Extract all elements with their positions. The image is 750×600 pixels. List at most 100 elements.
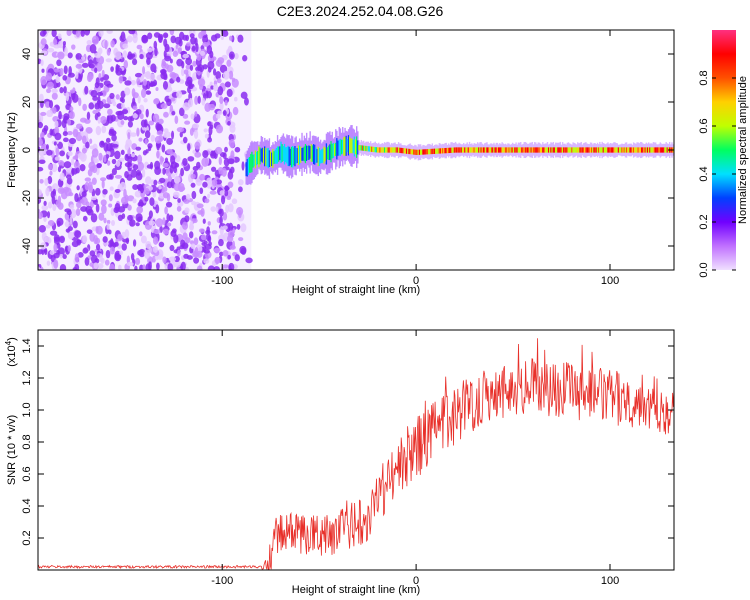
noise-speckle [120, 31, 126, 41]
noise-speckle [143, 98, 148, 103]
signal-core [530, 147, 532, 153]
signal-core [582, 147, 585, 153]
noise-speckle [55, 147, 60, 157]
noise-speckle [139, 113, 144, 120]
noise-speckle [97, 116, 101, 124]
noise-speckle [57, 247, 65, 256]
signal-core [443, 148, 445, 154]
signal-core [317, 146, 320, 167]
noise-speckle [163, 131, 171, 138]
noise-speckle [75, 208, 81, 216]
noise-speckle [167, 263, 174, 270]
noise-speckle [173, 175, 181, 184]
signal-core [330, 141, 332, 163]
noise-speckle [67, 245, 71, 252]
signal-core [371, 146, 373, 152]
signal-core [520, 147, 522, 153]
noise-speckle [108, 203, 113, 208]
noise-speckle [79, 164, 86, 172]
spectrogram-ytick-label: -40 [21, 238, 33, 254]
noise-speckle [191, 45, 196, 52]
signal-core [426, 149, 429, 155]
noise-speckle [123, 116, 129, 121]
noise-speckle [199, 50, 206, 56]
noise-speckle [158, 118, 164, 125]
signal-core [566, 147, 568, 153]
noise-speckle [190, 243, 196, 249]
signal-core [551, 147, 553, 153]
figure-title: C2E3.2024.252.04.08.G26 [277, 3, 444, 19]
noise-speckle [148, 210, 153, 219]
noise-speckle [85, 205, 93, 214]
noise-speckle [188, 84, 194, 90]
noise-speckle [168, 214, 174, 222]
noise-speckle [201, 157, 209, 167]
signal-core [567, 147, 570, 153]
noise-speckle [145, 176, 152, 185]
noise-speckle [129, 219, 136, 227]
noise-speckle [136, 77, 141, 86]
noise-speckle [115, 94, 120, 100]
signal-core [433, 148, 436, 154]
signal-core [479, 147, 481, 153]
noise-speckle [104, 40, 108, 50]
noise-speckle [224, 189, 229, 197]
noise-speckle [219, 96, 224, 104]
signal-core [283, 143, 286, 165]
noise-speckle [173, 234, 179, 244]
signal-core [577, 147, 579, 153]
signal-core [408, 148, 410, 155]
noise-speckle [210, 166, 217, 172]
noise-speckle [173, 165, 178, 174]
noise-speckle [177, 249, 181, 257]
noise-speckle [89, 145, 96, 150]
noise-speckle [113, 207, 120, 214]
noise-speckle [95, 62, 103, 72]
noise-speckle [47, 219, 55, 227]
signal-core [478, 147, 480, 153]
snr-ytick-label: 1.0 [21, 402, 33, 417]
noise-speckle [40, 38, 47, 46]
colorbar-tick-label: 0.6 [698, 118, 710, 133]
signal-core [515, 147, 517, 153]
signal-core [587, 147, 589, 153]
signal-core [418, 149, 421, 155]
noise-speckle [51, 88, 59, 94]
signal-core [344, 136, 346, 156]
signal-core [292, 146, 294, 168]
noise-speckle [209, 81, 213, 86]
noise-speckle [224, 81, 231, 88]
signal-core [584, 147, 586, 153]
noise-speckle [38, 211, 44, 220]
noise-speckle [108, 229, 112, 235]
noise-speckle [164, 206, 168, 215]
signal-core [399, 147, 401, 153]
noise-speckle [137, 249, 144, 256]
noise-speckle [58, 110, 62, 120]
signal-core [609, 147, 612, 153]
signal-core [345, 135, 347, 156]
signal-core [502, 147, 504, 153]
noise-speckle [222, 212, 228, 221]
signal-core [620, 147, 622, 153]
noise-speckle [213, 247, 221, 252]
noise-speckle [197, 95, 201, 104]
noise-speckle [170, 173, 176, 178]
spectrogram-ytick-label: -20 [21, 190, 33, 206]
noise-speckle [41, 231, 47, 241]
noise-speckle [240, 247, 247, 255]
noise-speckle [90, 213, 98, 223]
noise-speckle [158, 184, 162, 190]
noise-speckle [45, 72, 53, 82]
noise-speckle [135, 108, 142, 115]
noise-speckle [70, 158, 75, 166]
noise-speckle [45, 144, 49, 151]
noise-speckle [118, 157, 125, 162]
noise-speckle [89, 44, 97, 54]
noise-speckle [67, 231, 75, 240]
noise-speckle [140, 235, 147, 244]
noise-speckle [155, 218, 164, 228]
noise-speckle [117, 110, 125, 120]
noise-speckle [228, 70, 234, 80]
signal-core [606, 147, 608, 153]
